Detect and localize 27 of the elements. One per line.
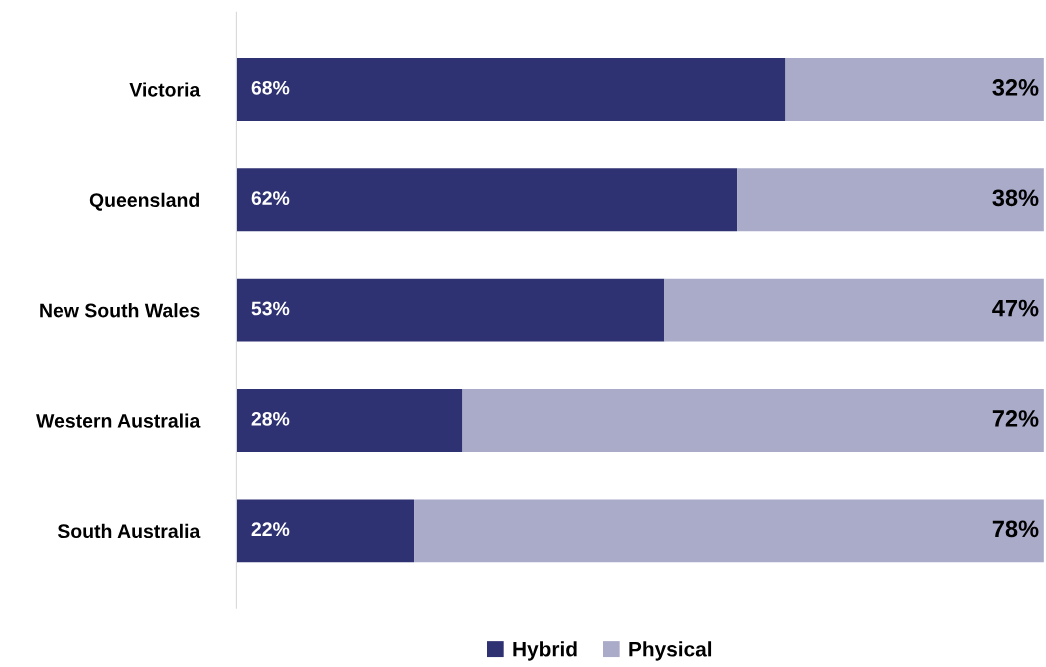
- bar: [236, 168, 738, 232]
- data-label: 78%: [992, 520, 1039, 538]
- bar: [236, 57, 786, 121]
- bar: [785, 57, 1044, 121]
- bar: [737, 168, 1044, 232]
- bar: [664, 278, 1044, 342]
- bar: [414, 499, 1044, 563]
- legend-label: Hybrid: [513, 641, 577, 661]
- bar: [462, 389, 1044, 452]
- data-label: 53%: [251, 301, 290, 316]
- data-label: 38%: [992, 189, 1039, 207]
- data-label: 72%: [992, 410, 1039, 427]
- bar: [236, 499, 415, 563]
- data-label: 62%: [251, 191, 290, 206]
- y-tick-label: Victoria: [129, 82, 201, 97]
- y-tick-label: New South Wales: [40, 303, 200, 318]
- bar: [236, 278, 665, 342]
- y-tick-label: South Australia: [57, 523, 201, 539]
- data-label: 28%: [251, 411, 290, 426]
- y-tick-label: Western Australia: [36, 413, 201, 428]
- data-label: 68%: [251, 80, 290, 95]
- data-label: 22%: [251, 522, 290, 537]
- y-tick-label: Queensland: [89, 192, 200, 211]
- data-label: 32%: [992, 79, 1039, 96]
- bar: [236, 389, 463, 452]
- legend-label: Physical: [629, 641, 712, 661]
- data-label: 47%: [992, 299, 1039, 317]
